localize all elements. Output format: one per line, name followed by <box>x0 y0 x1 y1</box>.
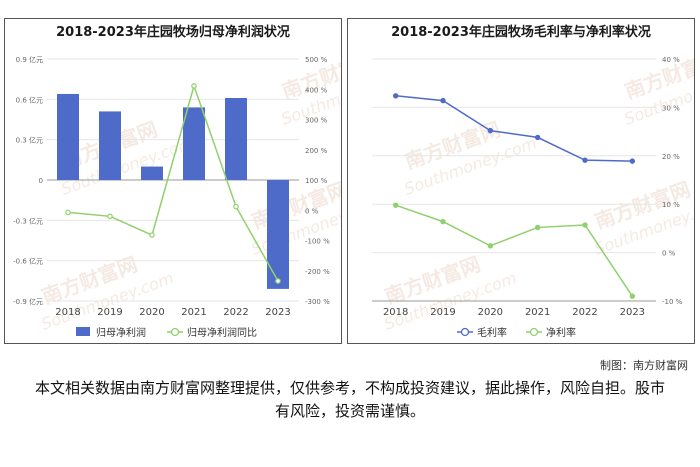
y-tick-right: 20 % <box>662 153 680 161</box>
disclaimer-text: 本文相关数据由南方财富网整理提供，仅供参考，不构成投资建议，据此操作，风险自担。… <box>34 379 665 420</box>
x-tick-label: 2023 <box>265 307 290 318</box>
y-tick-right: 10 % <box>662 201 680 209</box>
chart-credit: 制图：南方财富网 <box>600 359 688 372</box>
y-tick-right: 0 % <box>305 207 319 215</box>
line-point-0-2018 <box>392 93 399 99</box>
x-tick-label: 2020 <box>478 307 503 318</box>
line-series-yoy <box>67 83 279 282</box>
legend-swatch-marker <box>170 327 180 337</box>
line-point-2021 <box>191 83 197 89</box>
x-tick-label: 2021 <box>525 307 550 318</box>
net-profit-chart: 南方财富网Southmoney.com南方财富网Southmoney.com南方… <box>13 47 341 339</box>
bar-2021 <box>183 107 205 180</box>
line-point-2022 <box>233 203 239 210</box>
legend-swatch-bar <box>76 327 90 336</box>
x-tick-label: 2022 <box>572 307 597 318</box>
line-point-0-2022 <box>582 157 588 163</box>
y-tick-right: -200 % <box>305 268 330 276</box>
y-tick-right: 500 % <box>305 56 328 64</box>
line-series-0 <box>395 95 633 162</box>
y-tick-left: -0.6 亿元 <box>13 257 43 266</box>
legend-label: 毛利率 <box>477 326 507 339</box>
chart-panel-margins: 2018-2023年庄园牧场毛利率与净利率状况 南方财富网 Southmoney.… <box>347 18 695 344</box>
line-point-2023 <box>275 278 281 284</box>
x-tick-label: 2018 <box>383 307 408 318</box>
x-tick-label: 2019 <box>97 307 122 318</box>
line-point-2019 <box>107 213 113 220</box>
legend-swatch-marker <box>460 327 470 337</box>
line-point-0-2019 <box>440 97 446 104</box>
margin-chart: 南方财富网Southmoney.com南方财富网Southmoney.com南方… <box>372 47 694 339</box>
line-point-2020 <box>149 232 155 238</box>
y-tick-right: -100 % <box>305 238 330 246</box>
line-point-0-2023 <box>629 158 636 164</box>
legend-label: 归母净利润同比 <box>187 326 257 339</box>
chart-title: 2018-2023年庄园牧场毛利率与净利率状况 <box>391 25 651 40</box>
bar-2018 <box>57 93 79 180</box>
x-tick-label: 2022 <box>223 307 248 318</box>
y-tick-right: 200 % <box>305 147 328 155</box>
x-tick-label: 2023 <box>620 307 645 318</box>
bar-2023 <box>267 180 289 289</box>
y-tick-left: 0 <box>39 177 43 185</box>
y-tick-left: 0.9 亿元 <box>16 55 43 64</box>
bar-2019 <box>99 111 121 180</box>
y-tick-right: 40 % <box>662 56 680 64</box>
y-tick-left: -0.3 亿元 <box>13 216 43 225</box>
watermark: 南方财富网Southmoney.com南方财富网Southmoney.com南方… <box>39 47 341 334</box>
line-point-0-2020 <box>487 127 494 134</box>
bar-2022 <box>225 97 247 180</box>
x-tick-label: 2020 <box>139 307 164 318</box>
line-point-1-2020 <box>487 243 494 249</box>
chart-title: 2018-2023年庄园牧场归母净利润状况 <box>56 25 290 40</box>
line-series-1 <box>395 204 633 297</box>
line-point-1-2022 <box>582 222 588 228</box>
legend-label: 归母净利润 <box>96 326 146 339</box>
x-tick-label: 2019 <box>430 307 455 318</box>
line-point-2018 <box>65 209 71 216</box>
legend-label: 净利率 <box>546 326 576 339</box>
x-tick-label: 2021 <box>181 307 206 318</box>
line-point-1-2019 <box>440 218 446 225</box>
legend-swatch-marker <box>529 327 539 337</box>
watermark: 南方财富网Southmoney.com南方财富网Southmoney.com南方… <box>382 47 694 334</box>
line-point-1-2021 <box>534 224 541 231</box>
line-point-1-2018 <box>392 202 399 208</box>
chart-panel-net-profit: 2018-2023年庄园牧场归母净利润状况 南方财富网Southmoney.co… <box>4 18 342 344</box>
line-point-0-2021 <box>534 134 541 141</box>
y-tick-right: -300 % <box>305 298 330 306</box>
y-tick-right: 100 % <box>305 177 328 185</box>
y-tick-right: 400 % <box>305 86 328 94</box>
line-point-1-2023 <box>629 293 636 299</box>
y-tick-left: 0.3 亿元 <box>16 136 43 145</box>
y-tick-right: -10 % <box>662 298 683 306</box>
bar-2020 <box>141 166 163 180</box>
y-tick-left: 0.6 亿元 <box>16 95 43 104</box>
y-tick-left: -0.9 亿元 <box>13 297 43 306</box>
y-tick-right: 300 % <box>305 117 328 125</box>
x-tick-label: 2018 <box>55 307 80 318</box>
y-tick-right: 30 % <box>662 104 680 112</box>
y-tick-right: 0 % <box>662 250 676 258</box>
